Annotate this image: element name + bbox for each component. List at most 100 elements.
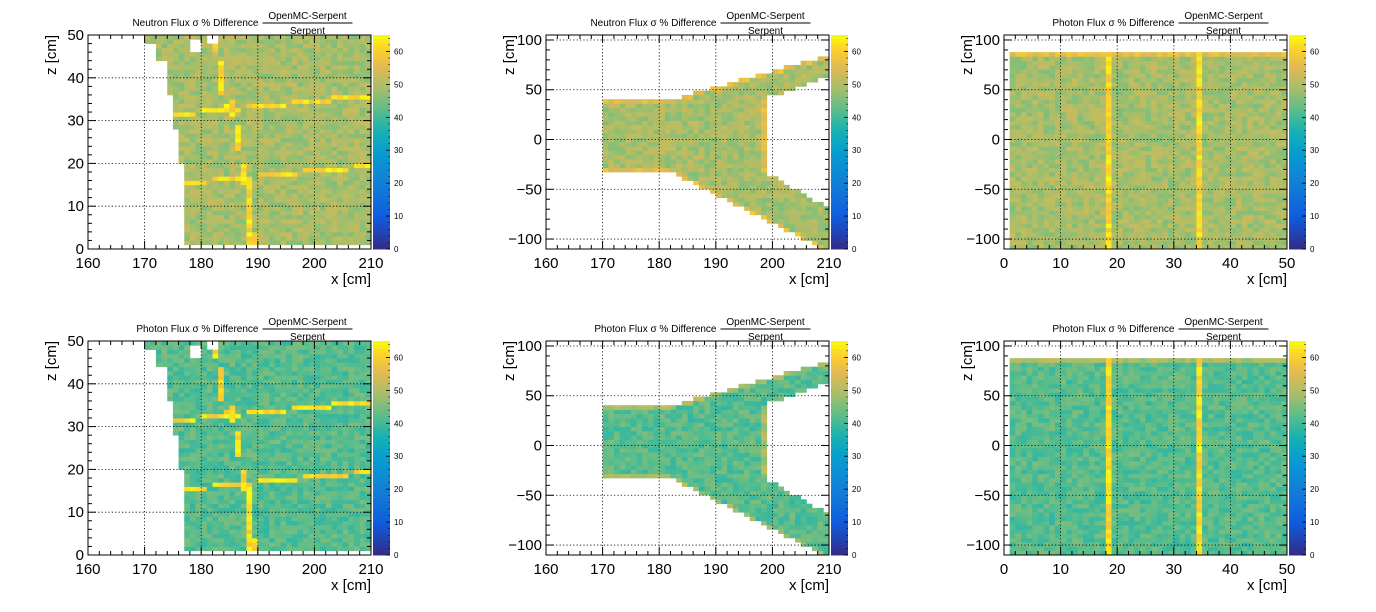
- heatmap-cell: [359, 64, 366, 70]
- heatmap-cell: [263, 154, 270, 160]
- heatmap-cell: [1168, 206, 1175, 211]
- heatmap-cell: [1060, 180, 1067, 186]
- heatmap-cell: [1168, 120, 1175, 126]
- heatmap-cell: [1139, 201, 1146, 207]
- heatmap-cell: [1043, 167, 1050, 173]
- heatmap-cell: [1230, 240, 1237, 246]
- heatmap-cell: [172, 353, 179, 359]
- heatmap-cell: [608, 107, 615, 113]
- heatmap-cell: [1020, 171, 1028, 177]
- heatmap-cell: [1230, 82, 1237, 87]
- heatmap-cell: [359, 171, 366, 177]
- heatmap-cell: [212, 176, 219, 181]
- heatmap-cell: [1020, 90, 1028, 96]
- heatmap-cell: [172, 73, 179, 79]
- heatmap-cell: [235, 231, 242, 237]
- heatmap-cell: [1020, 64, 1028, 70]
- heatmap-cell: [1241, 227, 1248, 233]
- heatmap-cell: [681, 163, 688, 169]
- heatmap-cell: [1281, 171, 1288, 177]
- heatmap-cell: [1071, 52, 1078, 57]
- heatmap-cell: [263, 214, 270, 220]
- heatmap-cell: [1077, 116, 1084, 121]
- heatmap-cell: [195, 94, 202, 100]
- heatmap-cell: [1071, 159, 1078, 164]
- heatmap-cell: [738, 193, 745, 199]
- heatmap-cell: [269, 236, 276, 241]
- heatmap-cell: [240, 99, 247, 104]
- heatmap-cell: [1275, 124, 1282, 130]
- heatmap-cell: [687, 107, 694, 113]
- heatmap-cell: [280, 112, 287, 117]
- heatmap-cell: [218, 193, 225, 199]
- heatmap-cell: [167, 64, 174, 70]
- heatmap-cell: [212, 124, 219, 130]
- heatmap-cell: [325, 116, 332, 121]
- heatmap-cell: [325, 180, 332, 186]
- heatmap-cell: [206, 163, 213, 169]
- heatmap-cell: [1179, 133, 1186, 139]
- heatmap-cell: [1026, 120, 1033, 126]
- heatmap-cell: [732, 146, 739, 151]
- heatmap-cell: [772, 90, 779, 96]
- heatmap-cell: [235, 52, 242, 57]
- heatmap-cell: [1009, 219, 1016, 224]
- heatmap-cell: [354, 52, 361, 57]
- heatmap-cell: [184, 465, 191, 470]
- heatmap-cell: [653, 124, 660, 130]
- heatmap-cell: [325, 193, 332, 199]
- heatmap-cell: [1083, 146, 1090, 151]
- heatmap-cell: [201, 193, 208, 199]
- heatmap-cell: [320, 52, 327, 57]
- heatmap-cell: [1241, 240, 1248, 246]
- heatmap-cell: [1071, 171, 1078, 177]
- heatmap-cell: [1071, 154, 1078, 160]
- heatmap-cell: [263, 206, 270, 211]
- heatmap-cell: [1230, 120, 1237, 126]
- heatmap-cell: [1071, 244, 1078, 250]
- heatmap-cell: [172, 39, 179, 44]
- heatmap-cell: [1145, 193, 1152, 199]
- heatmap-cell: [308, 146, 315, 151]
- heatmap-cell: [1094, 231, 1101, 237]
- heatmap-cell: [727, 90, 734, 96]
- heatmap-cell: [755, 184, 762, 190]
- heatmap-cell: [1230, 231, 1237, 237]
- heatmap-cell: [359, 154, 366, 160]
- heatmap-cell: [297, 189, 304, 194]
- heatmap-cell: [286, 99, 293, 104]
- heatmap-cell: [732, 133, 739, 139]
- heatmap-cell: [223, 56, 230, 62]
- heatmap-cell: [348, 39, 355, 44]
- heatmap-cell: [337, 227, 344, 233]
- heatmap-cell: [331, 56, 338, 62]
- heatmap-cell: [246, 137, 253, 143]
- heatmap-cell: [1207, 223, 1214, 228]
- heatmap-cell: [1185, 94, 1192, 100]
- heatmap-cell: [178, 452, 185, 457]
- heatmap-cell: [772, 197, 779, 203]
- heatmap-cell: [1105, 133, 1112, 139]
- heatmap-cell: [1088, 107, 1095, 113]
- heatmap-cell: [178, 465, 185, 470]
- heatmap-cell: [1088, 69, 1095, 74]
- heatmap-cell: [337, 137, 344, 143]
- y-tick-label: −100: [508, 231, 542, 248]
- heatmap-cell: [218, 219, 225, 224]
- heatmap-cell: [1117, 69, 1124, 74]
- heatmap-cell: [184, 341, 191, 346]
- heatmap-cell: [308, 35, 315, 40]
- heatmap-cell: [1207, 56, 1214, 62]
- heatmap-cell: [1077, 167, 1084, 173]
- heatmap-cell: [1247, 86, 1254, 92]
- heatmap-cell: [269, 201, 276, 207]
- heatmap-cell: [1020, 244, 1028, 250]
- heatmap-cell: [613, 137, 620, 143]
- heatmap-cell: [755, 189, 762, 194]
- heatmap-cell: [218, 163, 225, 169]
- heatmap-cell: [1094, 180, 1101, 186]
- heatmap-cell: [274, 43, 281, 49]
- heatmap-cell: [1134, 77, 1141, 83]
- heatmap-cell: [246, 90, 253, 96]
- heatmap-cell: [252, 43, 259, 49]
